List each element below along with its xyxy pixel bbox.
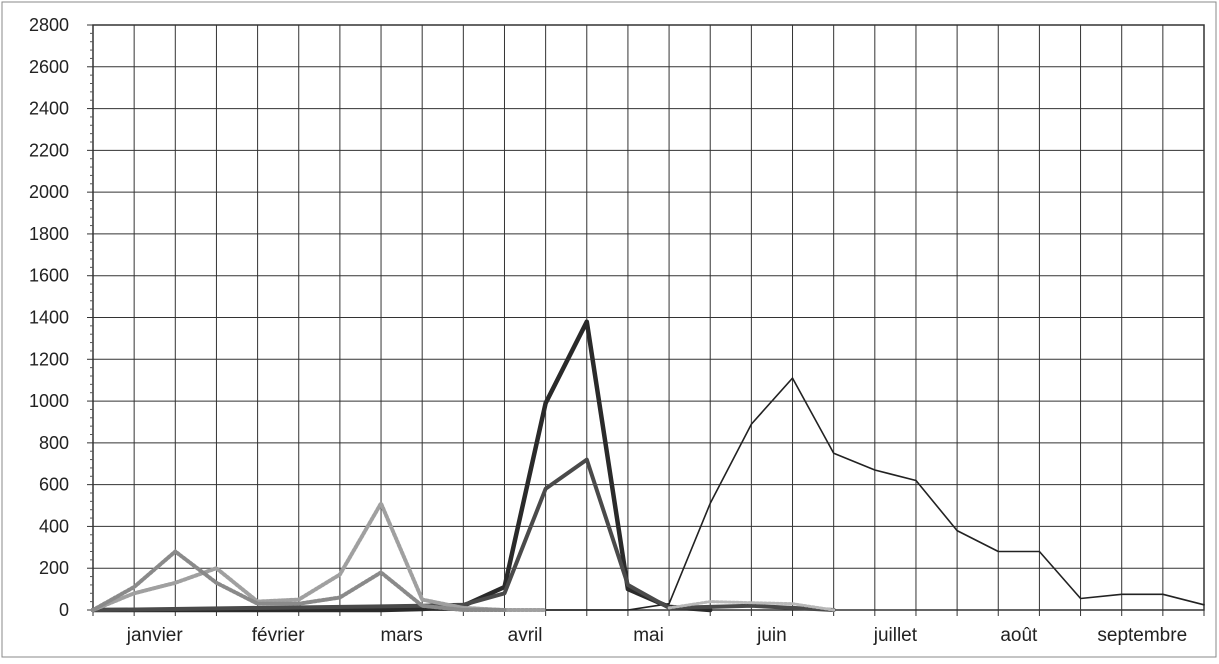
x-month-label: août [1000,625,1038,646]
y-tick-label: 1200 [29,349,69,369]
y-tick-label: 2200 [29,140,69,160]
y-tick-label: 1400 [29,308,69,328]
series-line-6 [667,600,836,612]
x-month-label: février [252,625,305,646]
y-tick-label: 800 [39,433,69,453]
x-month-label: mars [380,625,422,646]
x-month-label: septembre [1097,625,1187,646]
y-tick-label: 2600 [29,57,69,77]
y-tick-label: 2800 [29,15,69,35]
x-month-label: janvier [126,625,184,646]
series-line-1 [92,377,1205,611]
y-tick-label: 2400 [29,99,69,119]
x-month-label: juillet [873,625,918,646]
y-tick-label: 2000 [29,182,69,202]
axes: 0 200 400 600 800 1000 1200 1400 1600 1800 2000 220… [29,15,1205,646]
y-tick-label: 1000 [29,391,69,411]
y-tick-label: 1600 [29,266,69,286]
x-month-label: avril [508,625,543,646]
y-tick-label: 600 [39,475,69,495]
x-month-label: mai [633,625,664,646]
x-month-label: juin [756,625,787,646]
y-tick-label: 200 [39,558,69,578]
series-line-5 [91,549,507,612]
y-tick-label: 0 [59,600,69,620]
y-tick-label: 1800 [29,224,69,244]
y-tick-label: 400 [39,516,69,536]
series-lines [90,319,1205,613]
grid-lines [93,25,1204,610]
